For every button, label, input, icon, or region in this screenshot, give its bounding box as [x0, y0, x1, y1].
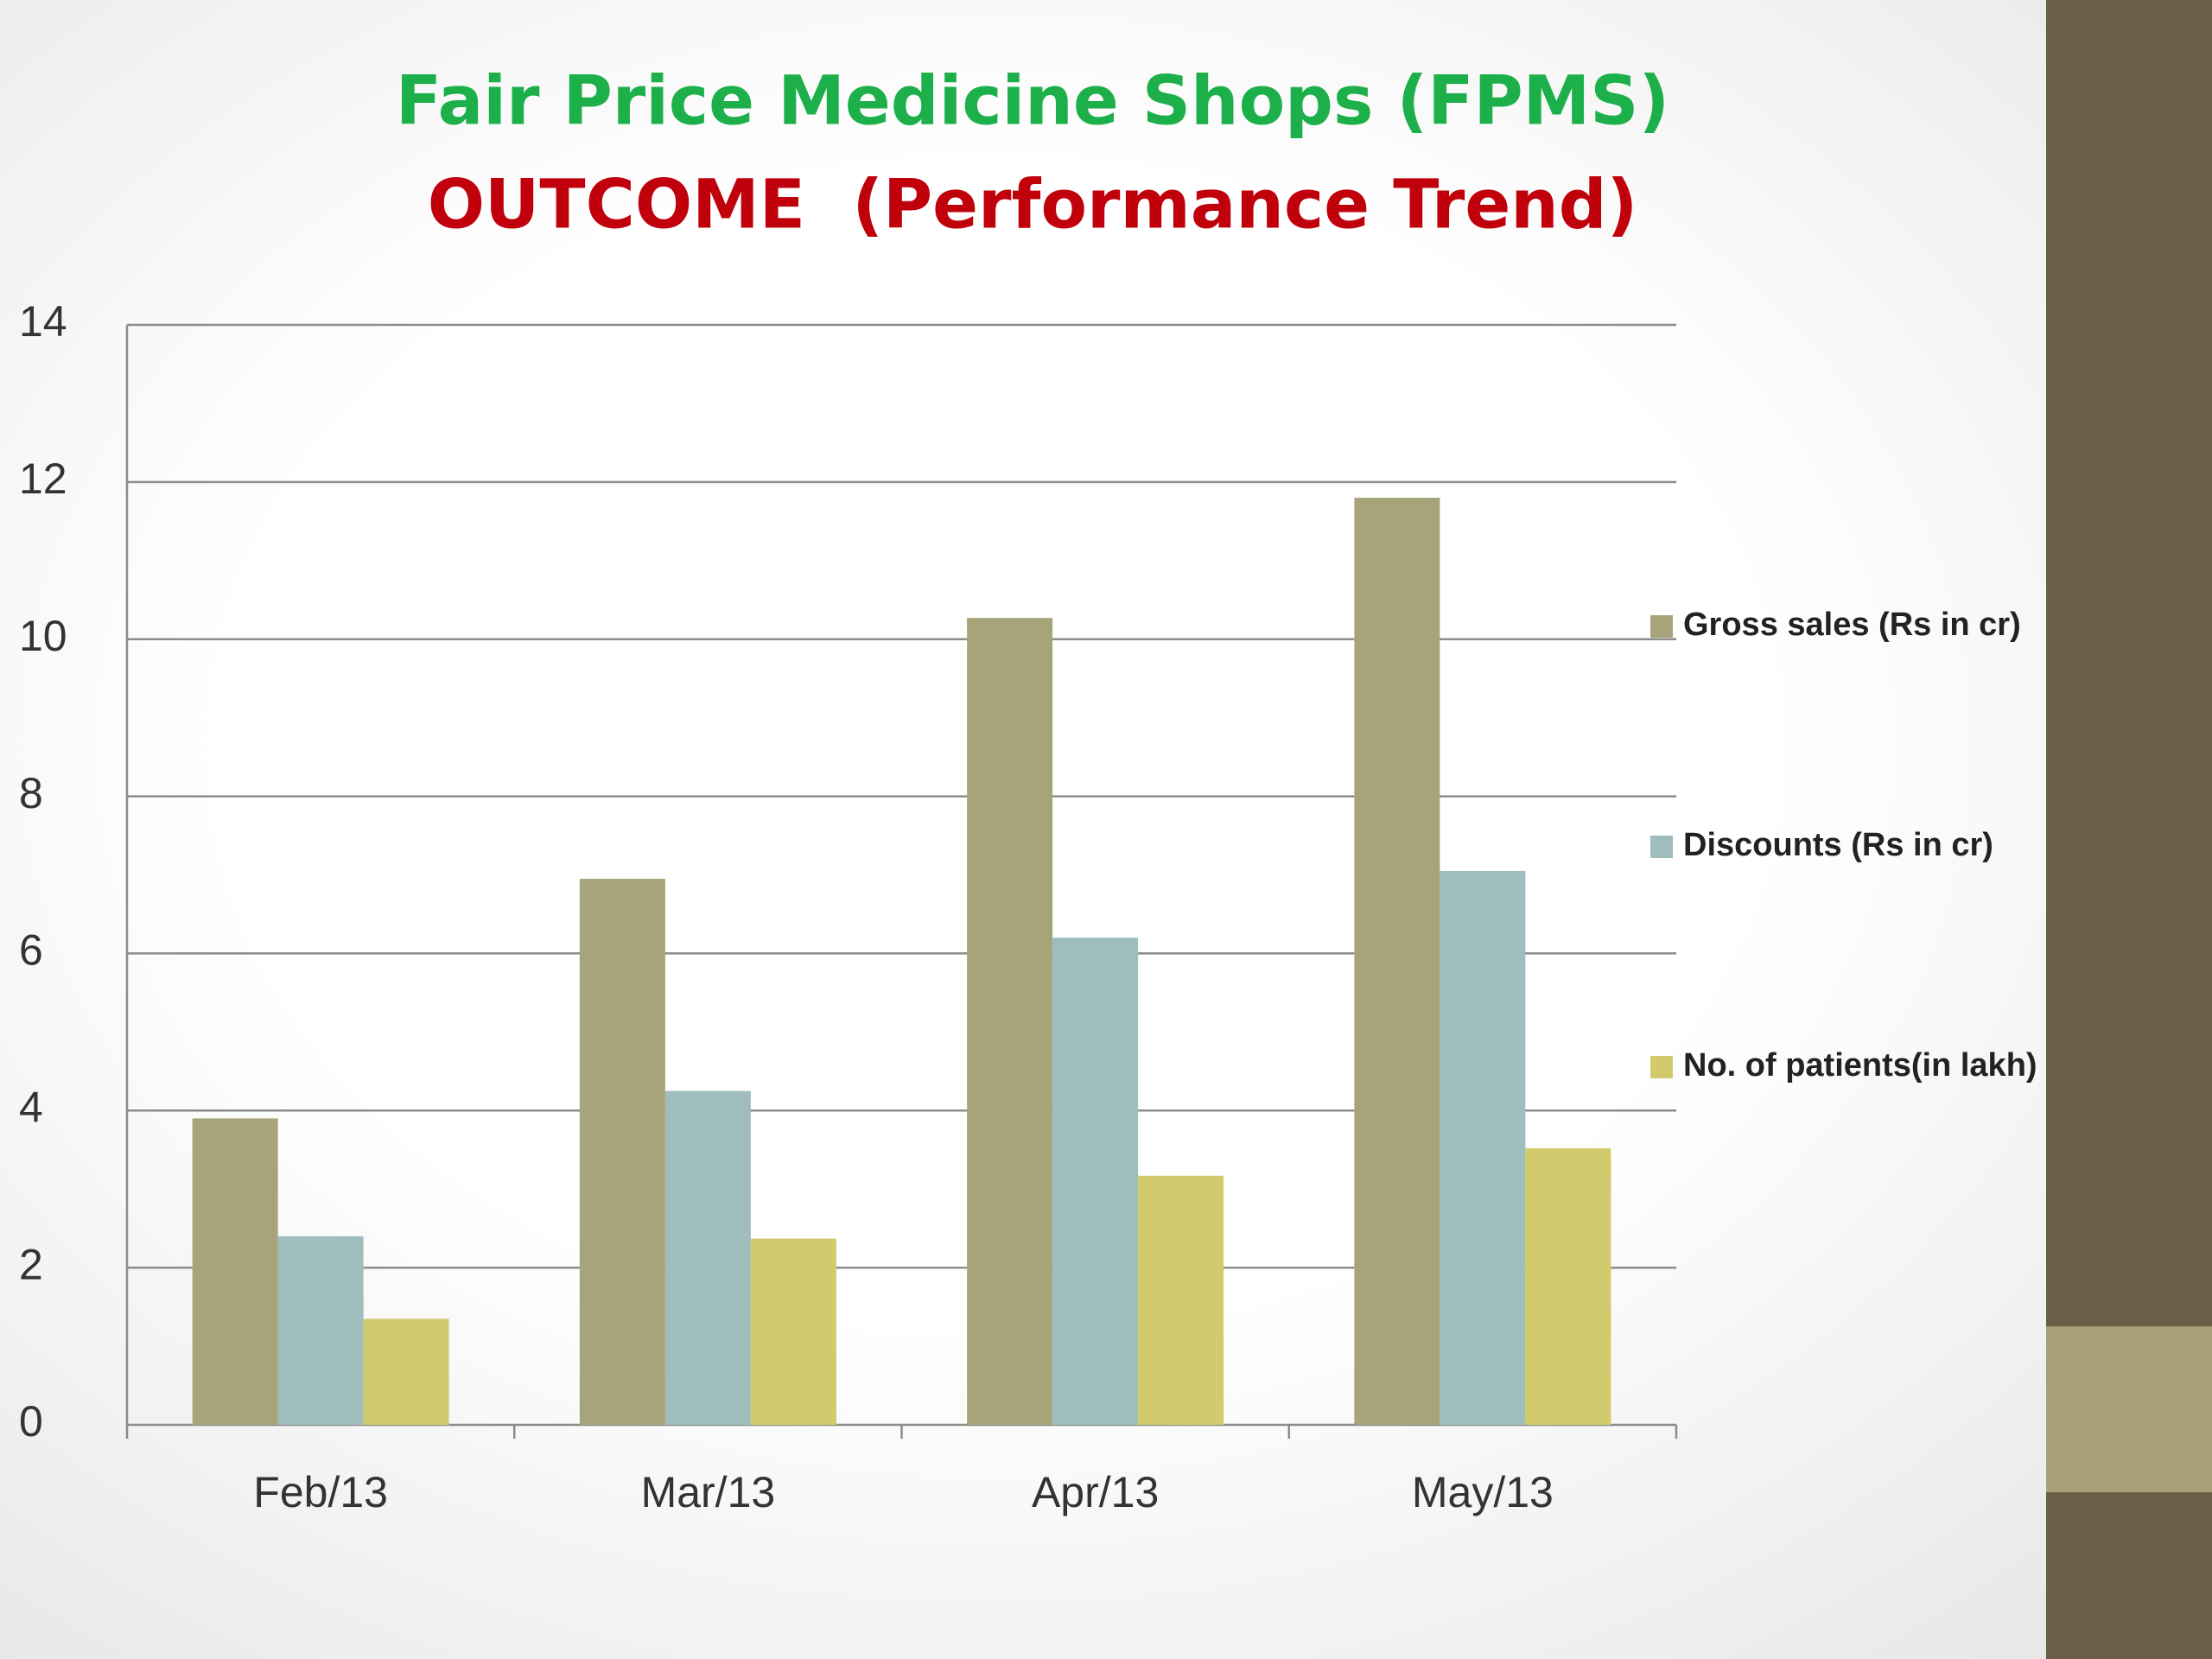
bar [277, 1236, 364, 1425]
legend-label: Discounts (Rs in cr) [1683, 827, 1993, 863]
bar [1525, 1147, 1611, 1425]
y-tick-label: 14 [19, 297, 67, 346]
bar [192, 1118, 278, 1425]
bar [1354, 498, 1440, 1425]
x-tick-label: Apr/13 [1032, 1468, 1159, 1516]
x-tick-label: May/13 [1412, 1468, 1554, 1516]
chart-subtitle: OUTCOME (Performance Trend) [428, 166, 1638, 244]
bar [967, 618, 1053, 1425]
y-tick-label: 0 [19, 1397, 43, 1446]
bar [1138, 1175, 1224, 1425]
bar [579, 879, 665, 1425]
bar [1440, 870, 1526, 1425]
bar [1052, 938, 1139, 1425]
y-tick-label: 2 [19, 1240, 43, 1288]
y-tick-label: 6 [19, 926, 43, 975]
legend-label: Gross sales (Rs in cr) [1683, 607, 2021, 643]
y-tick-label: 12 [19, 454, 67, 503]
x-tick-label: Mar/13 [641, 1468, 776, 1516]
y-tick-label: 4 [19, 1083, 43, 1131]
y-tick-label: 10 [19, 612, 67, 660]
legend-swatch [1650, 615, 1673, 638]
bar [664, 1090, 751, 1425]
legend-swatch [1650, 836, 1673, 858]
bar [750, 1238, 836, 1425]
chart-title: Fair Price Medicine Shops (FPMS) [396, 62, 1669, 140]
side-block [2046, 1326, 2212, 1492]
legend-label: No. of patients(in lakh) [1683, 1047, 2037, 1084]
y-tick-label: 8 [19, 769, 43, 817]
legend-swatch [1650, 1056, 1673, 1078]
bar [363, 1319, 449, 1425]
x-tick-label: Feb/13 [253, 1468, 388, 1516]
